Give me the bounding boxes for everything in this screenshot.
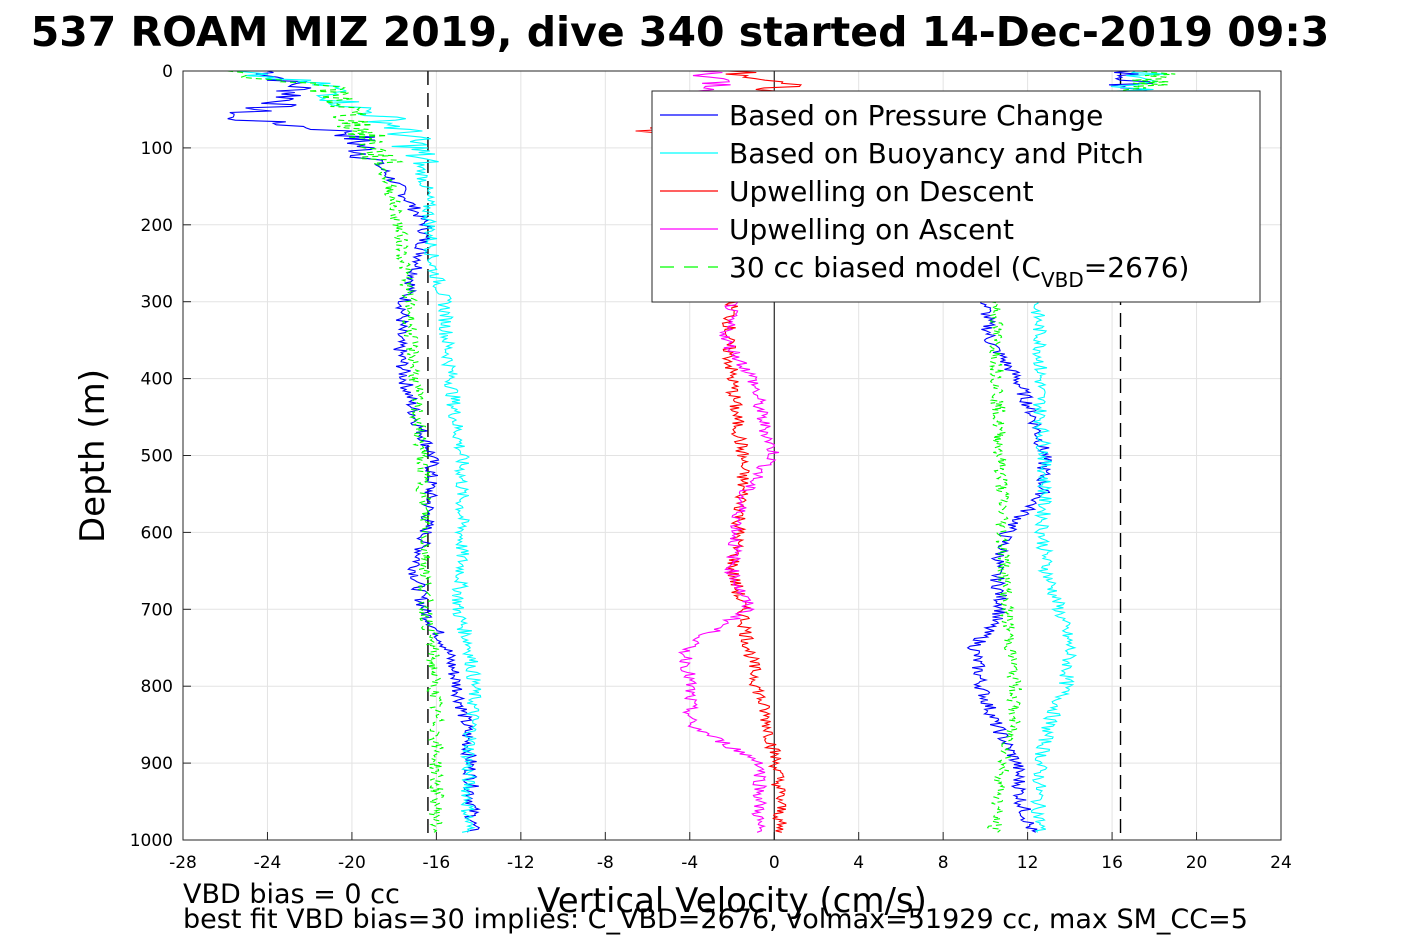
x-tick-label: -16 — [422, 853, 450, 873]
x-tick-label: 24 — [1270, 853, 1292, 873]
y-axis-label: Depth (m) — [73, 369, 113, 543]
y-tick-label: 1000 — [130, 831, 173, 851]
x-tick-label: 8 — [938, 853, 949, 873]
x-tick-label: -4 — [681, 853, 698, 873]
series-line-1-0 — [234, 70, 482, 833]
x-tick-labels: -28 -24 -20 -16 -12 -8 -4 0 4 8 12 16 20 24 — [169, 853, 1292, 873]
y-tick-label: 900 — [141, 754, 173, 774]
footnote-vbd-bias: VBD bias = 0 cc — [183, 879, 400, 910]
footnote-best-fit: best fit VBD bias=30 implies: C_VBD=2676… — [183, 904, 1248, 935]
y-tick-label: 800 — [141, 677, 173, 697]
y-tick-label: 600 — [141, 523, 173, 543]
chart-title: 537 ROAM MIZ 2019, dive 340 started 14-D… — [31, 8, 1330, 56]
x-tick-label: 20 — [1186, 853, 1208, 873]
y-tick-label: 0 — [162, 62, 173, 82]
y-tick-labels: 0 100 200 300 400 500 600 700 800 900 1000 — [130, 62, 173, 851]
x-tick-label: -24 — [254, 853, 282, 873]
y-tick-label: 400 — [141, 370, 173, 390]
y-tick-label: 200 — [141, 216, 173, 236]
x-tick-label: 4 — [853, 853, 864, 873]
x-tick-label: -28 — [169, 853, 197, 873]
legend-label: Upwelling on Descent — [729, 175, 1034, 208]
y-tick-label: 500 — [141, 447, 173, 467]
legend-label: Based on Buoyancy and Pitch — [729, 137, 1144, 170]
legend: Based on Pressure Change Based on Buoyanc… — [651, 90, 1261, 303]
x-tick-label: -20 — [338, 853, 366, 873]
x-tick-label: -8 — [597, 853, 614, 873]
legend-label: 30 cc biased model (CVBD=2676) — [729, 251, 1189, 292]
legend-label: Based on Pressure Change — [729, 99, 1103, 132]
x-tick-label: 16 — [1101, 853, 1123, 873]
x-tick-label: -12 — [507, 853, 535, 873]
series-line-0-0 — [227, 70, 481, 833]
series-line-4-0 — [227, 70, 446, 833]
x-axis-label: Vertical Velocity (cm/s) — [537, 881, 927, 921]
x-tick-label: 0 — [769, 853, 780, 873]
legend-box — [651, 90, 1261, 303]
x-tick-label: 12 — [1017, 853, 1039, 873]
y-tick-label: 100 — [141, 139, 173, 159]
plot-frame — [182, 70, 1282, 841]
legend-label: Upwelling on Ascent — [729, 213, 1014, 246]
y-tick-label: 300 — [141, 293, 173, 313]
y-tick-label: 700 — [141, 600, 173, 620]
